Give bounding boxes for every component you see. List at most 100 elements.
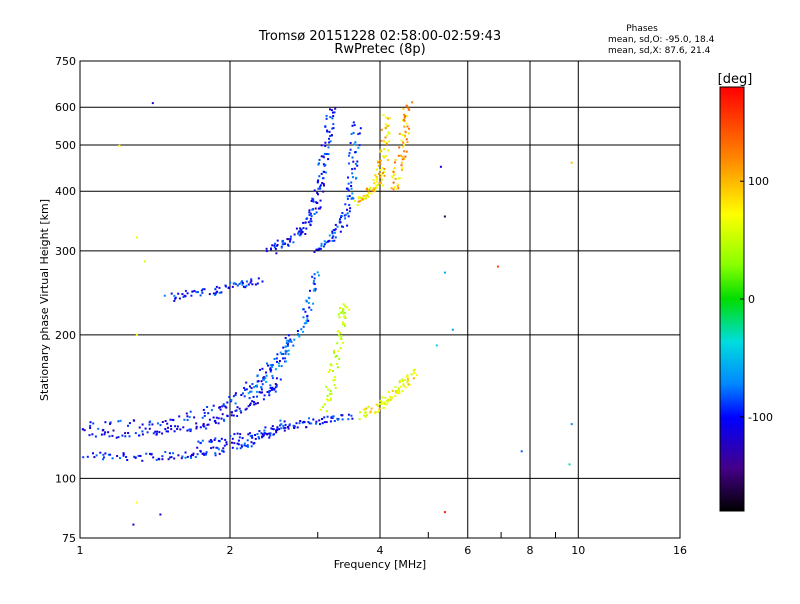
data-point-234: [266, 391, 269, 393]
data-point-431: [310, 422, 313, 425]
data-point-1062: [402, 107, 405, 110]
data-point-943: [372, 187, 375, 190]
data-point-697: [289, 237, 292, 240]
data-point-866: [352, 197, 355, 200]
data-point-1158: [443, 271, 446, 274]
data-point-6: [103, 456, 105, 459]
data-point-141: [117, 436, 120, 439]
data-point-578: [304, 310, 307, 313]
data-point-853: [344, 213, 347, 216]
data-point-367: [199, 441, 202, 444]
data-point-919: [367, 195, 370, 198]
data-point-829: [333, 239, 336, 242]
data-point-579: [310, 308, 313, 311]
data-point-293: [203, 411, 206, 414]
data-point-233: [259, 391, 262, 394]
data-point-372: [213, 439, 216, 441]
data-point-1011: [394, 177, 397, 180]
data-point-292: [202, 408, 205, 411]
data-point-523: [248, 397, 251, 400]
data-point-956: [380, 178, 383, 181]
data-point-250: [279, 378, 282, 381]
data-point-1070: [363, 414, 366, 417]
data-point-61: [199, 450, 202, 453]
data-point-35: [158, 458, 161, 461]
data-point-754: [319, 187, 322, 190]
data-point-488: [214, 292, 217, 295]
data-point-497: [227, 287, 230, 289]
data-point-737: [314, 207, 317, 210]
data-point-800: [324, 125, 327, 128]
data-point-249: [275, 385, 278, 388]
data-point-663: [344, 305, 347, 308]
data-point-470: [186, 292, 189, 295]
data-point-942: [373, 182, 376, 185]
data-point-736: [317, 207, 320, 210]
data-point-819: [323, 243, 326, 246]
data-point-153: [146, 431, 149, 434]
data-point-998: [386, 125, 389, 127]
data-point-1041: [400, 139, 403, 142]
data-point-365: [201, 439, 204, 442]
data-point-287: [185, 412, 188, 415]
data-point-1113: [396, 392, 399, 395]
data-point-756: [319, 184, 322, 187]
data-point-121: [284, 426, 287, 429]
data-point-530: [256, 384, 258, 387]
data-point-730: [308, 209, 311, 212]
data-point-955: [374, 174, 377, 177]
data-point-1145: [412, 371, 415, 374]
data-point-590: [309, 289, 311, 292]
data-point-26: [139, 455, 142, 457]
data-point-398: [266, 433, 269, 436]
data-point-136: [102, 428, 105, 431]
data-point-629: [338, 357, 341, 360]
y-tick-label-7: 750: [55, 55, 76, 68]
data-point-968: [379, 162, 382, 165]
data-point-751: [313, 189, 316, 192]
data-point-605: [323, 403, 326, 406]
data-point-550: [285, 360, 287, 363]
data-point-9: [104, 452, 107, 455]
data-point-323: [245, 381, 248, 384]
data-point-862: [346, 197, 349, 200]
data-point-1109: [387, 390, 390, 393]
stats-line-x: mean, sd,X: 87.6, 21.4: [608, 46, 711, 56]
data-point-607: [325, 398, 328, 401]
data-point-404: [275, 429, 278, 432]
data-point-840: [336, 225, 339, 228]
data-point-1137: [406, 377, 409, 380]
data-point-908: [356, 204, 359, 207]
data-point-628: [329, 363, 332, 366]
data-point-526: [250, 390, 253, 393]
data-point-253: [89, 427, 92, 429]
data-point-516: [246, 280, 248, 283]
data-point-1059: [404, 115, 406, 117]
data-point-950: [382, 184, 384, 187]
data-point-738: [319, 206, 322, 209]
data-point-286: [186, 415, 189, 418]
data-point-1006: [396, 184, 399, 187]
data-point-901: [357, 133, 360, 136]
data-point-1005: [390, 187, 393, 190]
data-point-212: [240, 411, 243, 414]
data-point-638: [341, 341, 344, 344]
data-point-1029: [401, 155, 404, 158]
data-point-710: [304, 233, 307, 235]
data-point-1116: [394, 386, 397, 389]
data-point-266: [128, 422, 131, 425]
data-point-971: [379, 159, 382, 162]
data-point-976: [382, 155, 385, 158]
data-point-836: [333, 231, 336, 234]
data-point-486: [214, 294, 217, 296]
data-point-909: [357, 196, 360, 199]
data-point-407: [282, 424, 285, 427]
data-point-774: [327, 158, 330, 161]
data-point-415: [295, 422, 298, 425]
data-point-408: [280, 427, 283, 430]
data-point-665: [342, 303, 345, 306]
data-point-1067: [359, 411, 362, 414]
data-point-515: [249, 281, 252, 284]
data-point-655: [343, 311, 346, 314]
data-point-1028: [404, 155, 407, 158]
